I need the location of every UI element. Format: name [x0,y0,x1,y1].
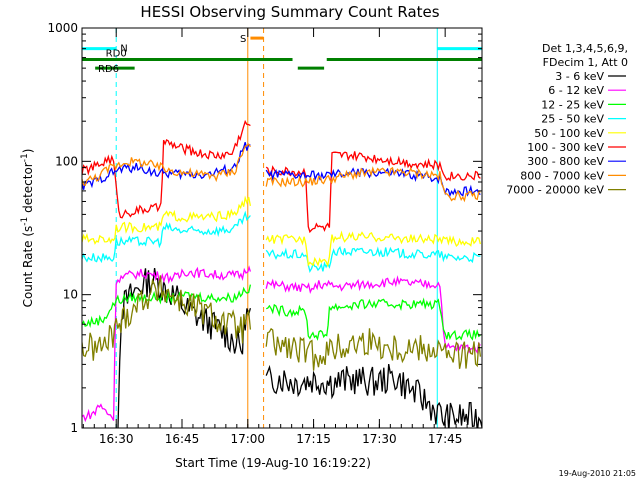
legend-header: FDecim 1, Att 0 [543,56,628,69]
series-line [82,195,482,268]
plot-frame [81,27,483,429]
footer-date: 19-Aug-2010 21:05 [559,469,636,478]
y-tick-label: 1000 [47,21,78,35]
series-line [82,275,482,371]
legend-entry-label: 300 - 800 keV [527,155,604,168]
flag-label: RD0 [106,49,127,60]
flag-label: N [120,44,127,55]
series-line [82,143,481,203]
y-tick-label: 100 [55,154,78,168]
y-axis-label-sup2: -1 [20,153,30,162]
y-axis-label: Count Rate (s-1 detector-1) [20,149,35,308]
legend-entry-label: 12 - 25 keV [541,98,604,111]
legend-entry-label: 100 - 300 keV [527,141,604,154]
x-tick-label: 16:45 [165,432,200,446]
y-axis-label-end: ) [21,149,35,154]
legend-header: Det 1,3,4,5,6,9, [542,42,628,55]
y-tick-label: 10 [63,288,78,302]
series-group [82,119,482,428]
y-axis-label-sup1: -1 [20,217,30,226]
series-line [82,119,481,234]
x-tick-label: 17:30 [362,432,397,446]
x-tick-label: 17:15 [296,432,331,446]
legend-entry-label: 3 - 6 keV [555,70,604,83]
series-line [82,142,481,198]
x-axis-label: Start Time (19-Aug-10 16:19:22) [175,456,371,470]
series-line [82,210,481,273]
legend-entry-label: 25 - 50 keV [541,113,604,126]
x-tick-label: 17:00 [230,432,265,446]
legend-entry-label: 50 - 100 keV [534,127,604,140]
legend-entry-label: 6 - 12 keV [548,84,604,97]
flag-label: RD6 [98,64,119,75]
chart-title: HESSI Observing Summary Count Rates [140,3,439,21]
legend: Det 1,3,4,5,6,9,FDecim 1, Att 03 - 6 keV… [506,42,628,197]
legend-entry-label: 7000 - 20000 keV [506,184,604,197]
legend-entry-label: 800 - 7000 keV [520,169,604,182]
flag-label: S [240,34,246,45]
x-tick-label: 17:45 [428,432,463,446]
y-axis-label-mid: detector [21,162,35,217]
y-axis-label-main: Count Rate (s [21,226,35,308]
x-tick-label: 16:30 [99,432,134,446]
y-tick-label: 1 [70,421,78,435]
